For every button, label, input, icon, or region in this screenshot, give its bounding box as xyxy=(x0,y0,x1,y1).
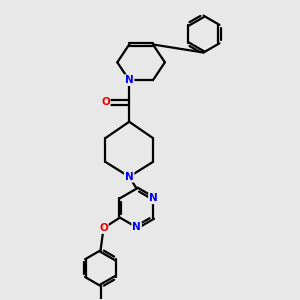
Text: N: N xyxy=(149,193,158,203)
Text: O: O xyxy=(99,223,108,233)
Text: N: N xyxy=(132,222,141,232)
Text: N: N xyxy=(125,75,134,85)
Text: O: O xyxy=(101,98,110,107)
Text: N: N xyxy=(125,172,134,182)
